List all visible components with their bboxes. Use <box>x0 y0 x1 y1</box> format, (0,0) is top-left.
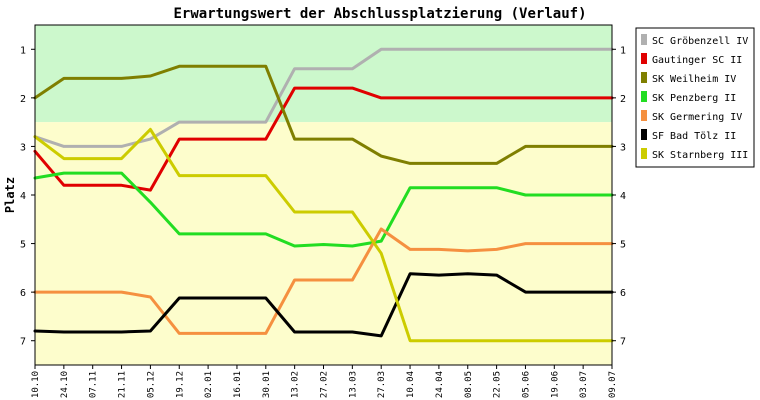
y-tick-left-label-5: 6 <box>20 288 26 299</box>
band-0 <box>35 25 612 123</box>
legend-swatch-5 <box>641 129 647 140</box>
legend-swatch-2 <box>641 72 647 83</box>
x-tick-label-17: 05.06 <box>522 371 532 398</box>
legend-swatch-0 <box>641 34 647 45</box>
y-tick-left-label-4: 5 <box>20 240 26 251</box>
series-line-3 <box>33 171 614 248</box>
legend-label-6: SK Starnberg III <box>652 150 748 161</box>
y-tick-right-label-1: 2 <box>620 94 626 105</box>
y-ticks-right: 1 2 3 4 5 6 7 <box>612 45 626 348</box>
x-tick-label-11: 13.03 <box>348 371 358 398</box>
x-tick-label-7: 16.01 <box>233 371 243 398</box>
x-ticks: 10.10 24.10 07.11 21.11 05.12 19.12 02.01 16.01… <box>31 365 618 398</box>
y-tick-left-label-6: 7 <box>20 337 26 348</box>
series-line-2 <box>33 64 614 165</box>
x-tick-label-5: 19.12 <box>175 371 185 398</box>
series-line-4 <box>33 227 614 335</box>
x-tick-label-1: 24.10 <box>60 371 70 398</box>
y-tick-right-label-3: 4 <box>620 191 626 202</box>
x-tick-label-12: 27.03 <box>377 371 387 398</box>
x-tick-label-18: 19.06 <box>550 371 560 398</box>
legend-swatch-1 <box>641 53 647 64</box>
series-line-6 <box>33 127 614 343</box>
series-lines <box>33 47 614 343</box>
x-tick-label-10: 27.02 <box>320 371 330 398</box>
x-tick-label-9: 13.02 <box>291 371 301 398</box>
x-tick-label-20: 09.07 <box>608 371 618 398</box>
y-ticks-left: 1 2 3 4 5 6 7 <box>20 45 35 348</box>
y-tick-left-label-0: 1 <box>20 45 26 56</box>
y-tick-right-label-0: 1 <box>620 45 626 56</box>
legend: SC Gröbenzell IV Gautinger SC II SK Weilhe… <box>635 27 755 168</box>
legend-label-5: SF Bad Tölz II <box>652 131 736 142</box>
y-tick-left-label-3: 4 <box>20 191 26 202</box>
chart-title: Erwartungswert der Abschlussplatzierung … <box>173 6 586 22</box>
legend-label-1: Gautinger SC II <box>652 55 742 66</box>
series-line-0 <box>33 47 614 148</box>
x-tick-label-2: 07.11 <box>89 371 99 398</box>
y-tick-left-label-1: 2 <box>20 94 26 105</box>
x-tick-label-14: 24.04 <box>435 371 445 398</box>
x-tick-label-15: 08.05 <box>464 371 474 398</box>
y-tick-right-label-5: 6 <box>620 288 626 299</box>
y-tick-right-label-4: 5 <box>620 240 626 251</box>
x-tick-label-13: 10.04 <box>406 371 416 398</box>
legend-label-3: SK Penzberg II <box>652 93 736 104</box>
legend-label-0: SC Gröbenzell IV <box>652 36 748 47</box>
series-line-1 <box>33 86 614 192</box>
y-tick-left-label-2: 3 <box>20 142 26 153</box>
legend-label-2: SK Weilheim IV <box>652 74 736 85</box>
y-tick-right-label-6: 7 <box>620 337 626 348</box>
x-tick-label-8: 30.01 <box>262 371 272 398</box>
x-tick-label-0: 10.10 <box>31 371 41 398</box>
legend-swatch-3 <box>641 91 647 102</box>
x-tick-label-19: 03.07 <box>579 371 589 398</box>
legend-box <box>635 27 755 168</box>
x-tick-label-6: 02.01 <box>204 371 214 398</box>
y-axis-label: Platz <box>3 177 17 213</box>
x-tick-label-16: 22.05 <box>493 371 503 398</box>
y-tick-right-label-2: 3 <box>620 142 626 153</box>
legend-label-4: SK Germering IV <box>652 112 742 123</box>
x-tick-label-4: 05.12 <box>146 371 156 398</box>
legend-swatch-6 <box>641 148 647 159</box>
x-tick-label-3: 21.11 <box>118 371 128 398</box>
series-line-5 <box>33 272 614 338</box>
legend-swatch-4 <box>641 110 647 121</box>
